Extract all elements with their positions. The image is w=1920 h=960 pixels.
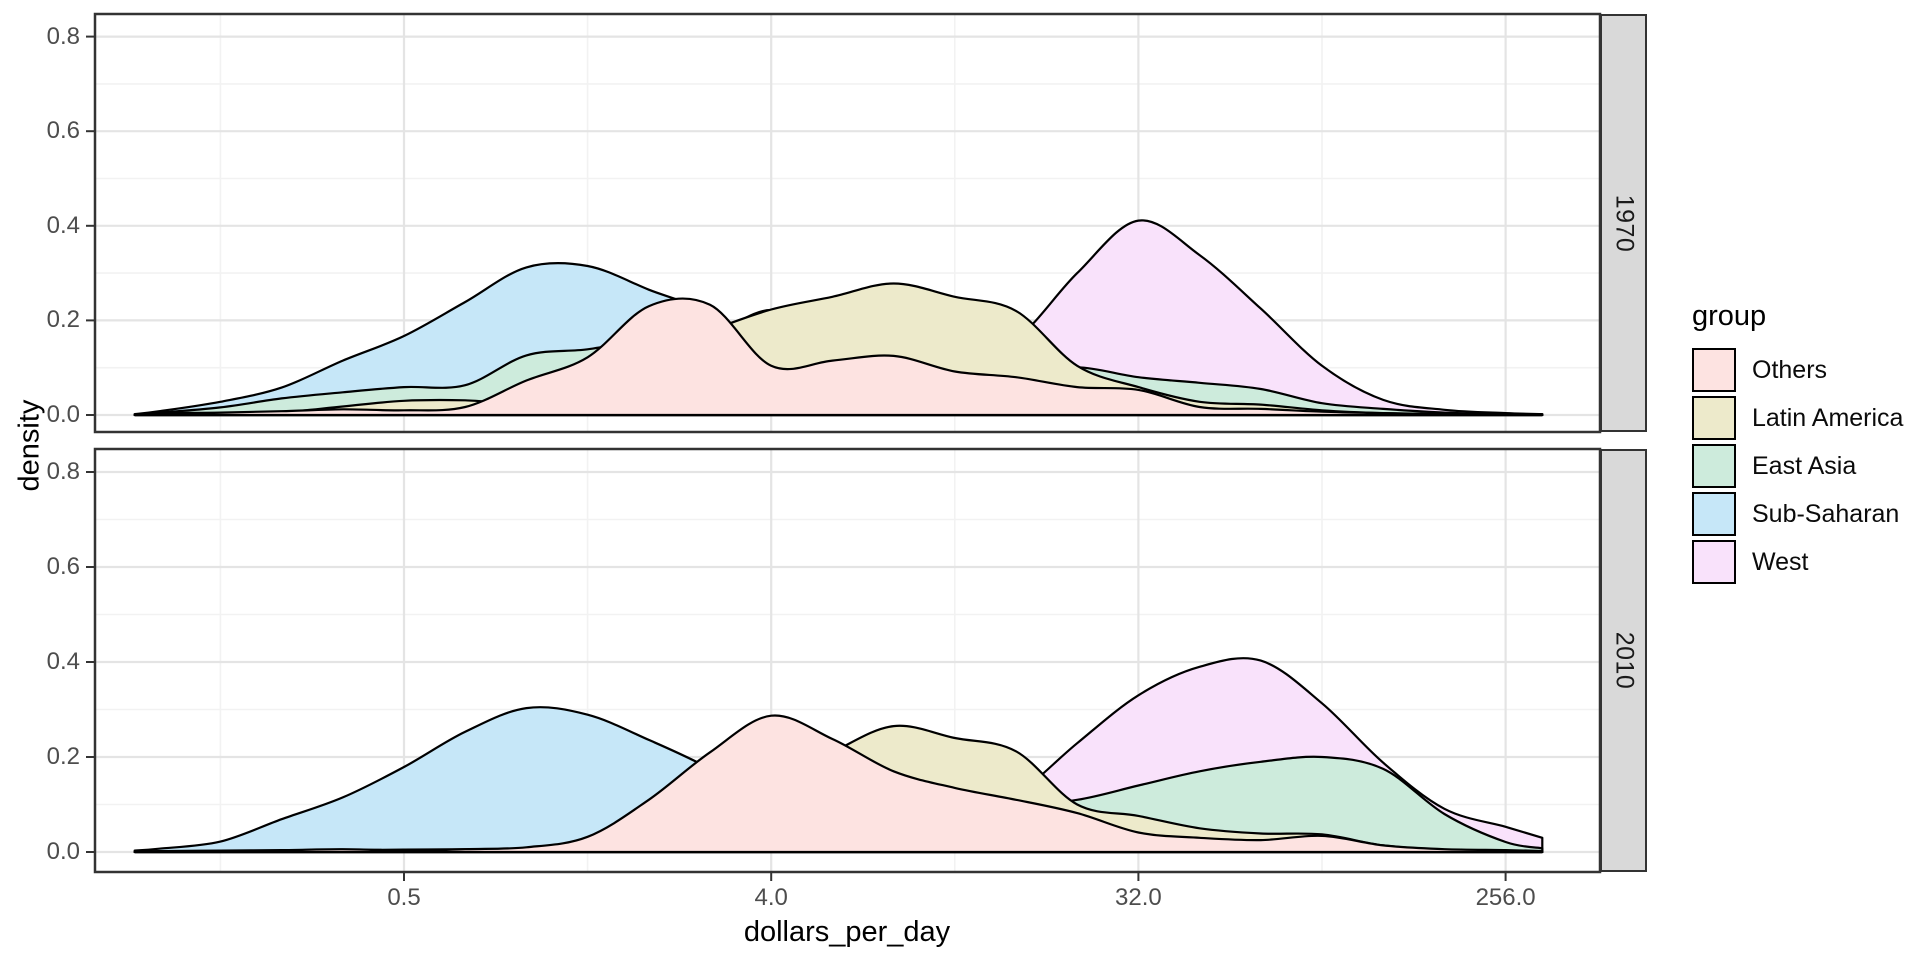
facet-strip-1970: 1970 <box>1600 14 1647 432</box>
x-tick-label: 4.0 <box>754 884 788 911</box>
facet-strip-label: 1970 <box>1610 194 1638 252</box>
facet-panel-2010 <box>86 447 1602 874</box>
legend-key-others <box>1692 348 1736 392</box>
y-tick-label: 0.0 <box>46 401 80 428</box>
y-tick-label: 0.8 <box>46 22 80 50</box>
facet-strip-label: 2010 <box>1610 631 1638 690</box>
facet-panel-1970 <box>86 12 1602 434</box>
y-tick-label: 0.4 <box>46 211 80 239</box>
y-tick-label: 0.6 <box>46 553 80 580</box>
x-tick-label: 32.0 <box>1115 884 1162 911</box>
y-tick-label: 0.2 <box>46 743 80 770</box>
y-tick-label: 0.2 <box>46 306 80 334</box>
y-tick-label: 0.0 <box>46 838 80 865</box>
density-band-others <box>133 714 1544 854</box>
x-tick-label: 0.5 <box>387 884 421 911</box>
legend-label: Others <box>1752 356 1828 384</box>
x-tick-label: 256.0 <box>1475 884 1536 911</box>
y-tick-label: 0.8 <box>46 458 80 485</box>
legend-key-latin-america <box>1692 396 1736 440</box>
legend-label: West <box>1752 548 1809 576</box>
legend-label: Latin America <box>1752 404 1904 432</box>
x-axis-title: dollars_per_day <box>743 916 951 948</box>
legend-label: Sub-Saharan <box>1752 500 1900 528</box>
legend-title: group <box>1692 300 1767 332</box>
legend-key-east-asia <box>1692 444 1736 488</box>
legend-key-west <box>1692 540 1736 584</box>
legend: group Others Latin America East Asia Sub… <box>1692 300 1912 584</box>
facet-strip-2010: 2010 <box>1600 449 1647 872</box>
y-tick-label: 0.6 <box>46 117 80 145</box>
legend-label: East Asia <box>1752 452 1857 480</box>
density-band-others <box>133 297 1544 417</box>
legend-key-sub-saharan <box>1692 492 1736 536</box>
y-tick-label: 0.4 <box>46 648 80 675</box>
